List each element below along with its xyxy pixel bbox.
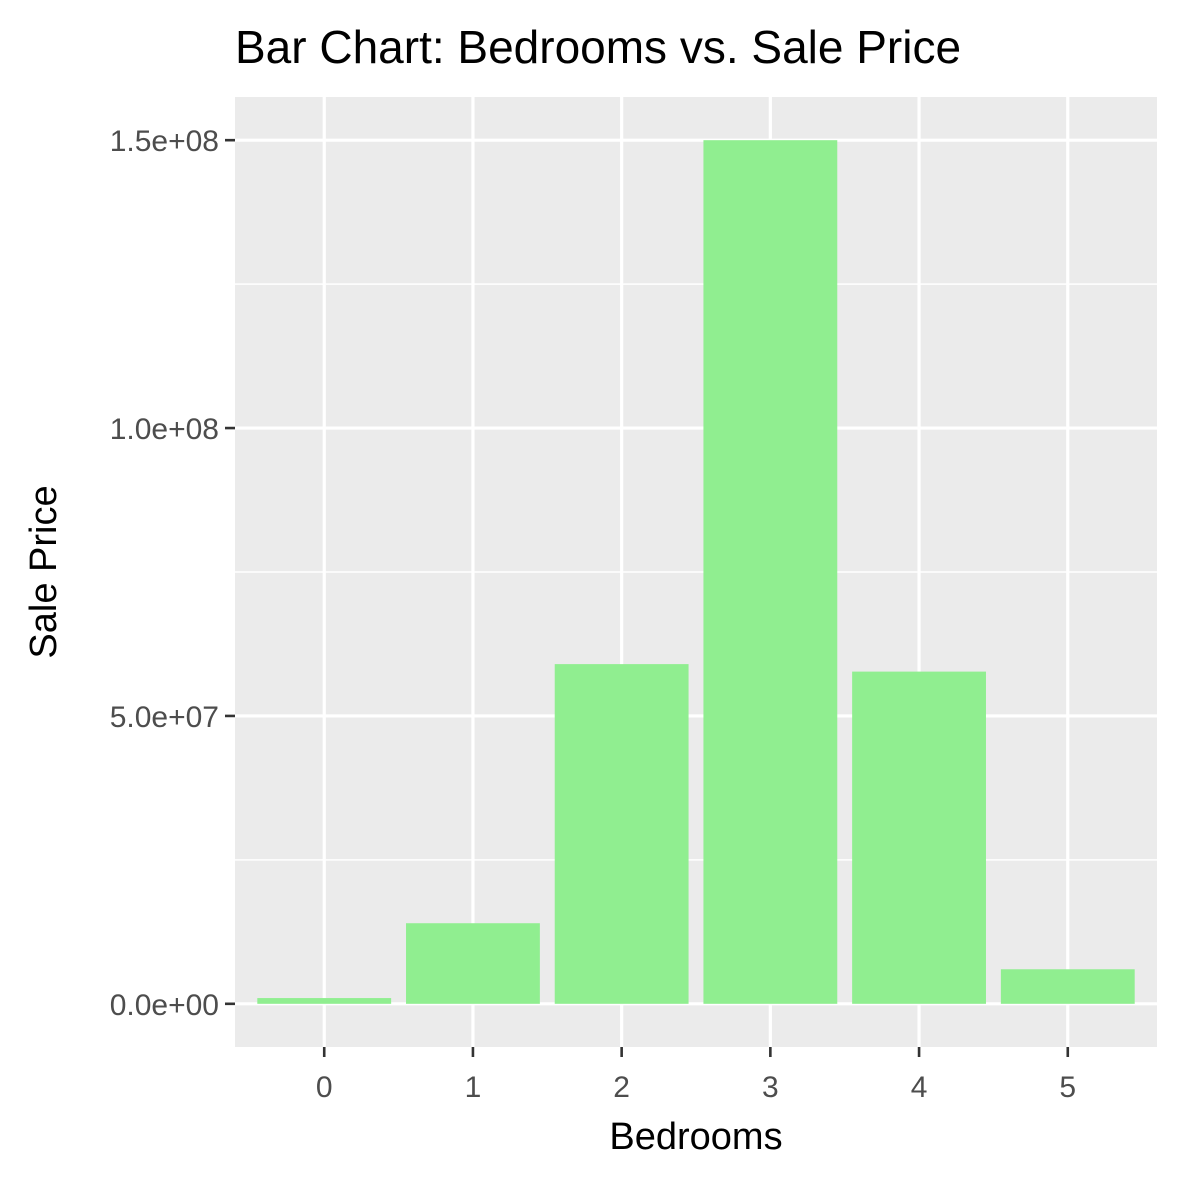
minor-gridlines — [235, 283, 1157, 861]
bars — [257, 140, 1135, 1004]
x-axis-title: Bedrooms — [609, 1116, 782, 1158]
y-axis: 0.0e+00 5.0e+07 1.0e+08 1.5e+08 — [110, 125, 235, 1022]
bar-1 — [406, 923, 540, 1004]
y-tick-label: 1.0e+08 — [110, 413, 219, 446]
x-tick-label: 4 — [911, 1071, 928, 1104]
chart-title: Bar Chart: Bedrooms vs. Sale Price — [235, 21, 961, 73]
y-tick-label: 1.5e+08 — [110, 125, 219, 158]
bar-0 — [257, 998, 392, 1004]
x-tick-label: 0 — [316, 1071, 333, 1104]
bar-4 — [852, 671, 986, 1004]
x-axis: 0 1 2 3 4 5 — [316, 1047, 1076, 1104]
x-tick-label: 5 — [1059, 1071, 1076, 1104]
bar-2 — [554, 664, 689, 1004]
x-tick-label: 1 — [465, 1071, 482, 1104]
y-axis-title: Sale Price — [23, 485, 65, 658]
y-tick-label: 0.0e+00 — [110, 989, 219, 1022]
y-tick-label: 5.0e+07 — [110, 701, 219, 734]
x-tick-label: 3 — [762, 1071, 779, 1104]
x-tick-label: 2 — [613, 1071, 630, 1104]
bar-3 — [703, 140, 838, 1004]
bar-5 — [1000, 969, 1135, 1004]
